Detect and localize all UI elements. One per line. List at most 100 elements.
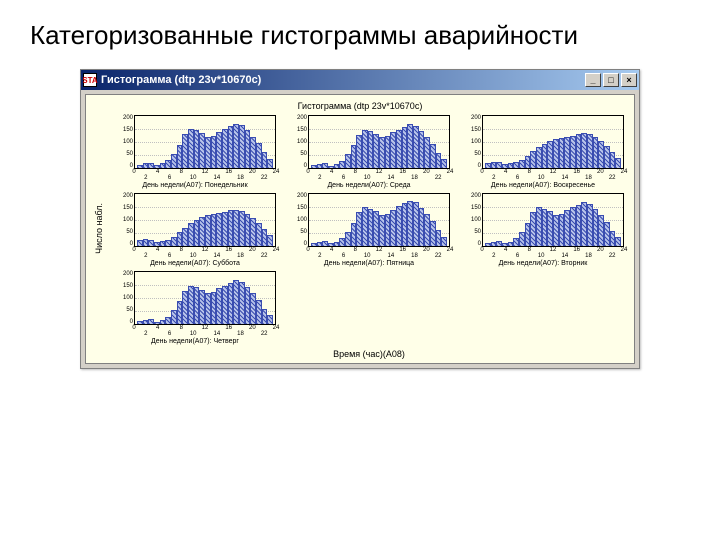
x-tick-minor: 14 [387, 175, 394, 181]
subplot-label: День недели(A07): Воскресенье [458, 182, 628, 189]
x-tick-minor: 22 [435, 253, 442, 259]
subplot-label: День недели(A07): Понедельник [110, 182, 280, 189]
x-tick-major: 20 [597, 169, 604, 175]
y-tick-label: 50 [458, 229, 481, 235]
x-tick-minor: 6 [342, 175, 345, 181]
x-tick-minor: 18 [585, 175, 592, 181]
y-tick-label: 50 [458, 151, 481, 157]
y-tick-label: 200 [458, 115, 481, 121]
close-button[interactable]: × [621, 73, 637, 87]
y-tick-label: 100 [458, 139, 481, 145]
y-tick-label: 100 [110, 295, 133, 301]
x-tick-major: 16 [225, 169, 232, 175]
bar [615, 158, 621, 168]
slide-container: Категоризованные гистограммы аварийности… [0, 0, 720, 540]
x-tick-minor: 18 [411, 175, 418, 181]
plot-inner: Гистограмма (dtp 23v*10670c) Число набл.… [85, 94, 635, 364]
x-tick-major: 8 [180, 325, 183, 331]
x-tick-minor: 10 [190, 175, 197, 181]
bar [267, 235, 273, 246]
x-tick-major: 20 [423, 169, 430, 175]
y-tick-label: 50 [110, 307, 133, 313]
x-tick-minor: 22 [609, 175, 616, 181]
x-tick-major: 24 [447, 247, 454, 253]
subplot-label: День недели(A07): Среда [284, 182, 454, 189]
y-ticks: 200150100500 [284, 193, 307, 247]
x-tick-minor: 10 [364, 253, 371, 259]
minimize-button[interactable]: _ [585, 73, 601, 87]
y-tick-label: 200 [458, 193, 481, 199]
y-tick-label: 0 [458, 163, 481, 169]
chart-box [134, 115, 276, 169]
subplot: 200150100500048121620242610141822День не… [458, 191, 628, 265]
x-tick-major: 20 [597, 247, 604, 253]
y-tick-label: 150 [458, 205, 481, 211]
subplot: 200150100500048121620242610141822День не… [284, 113, 454, 187]
x-tick-major: 4 [330, 247, 333, 253]
ylabel-container: Число набл. [90, 111, 108, 345]
x-tick-major: 8 [354, 247, 357, 253]
x-tick-minor: 6 [168, 175, 171, 181]
chart-box [308, 193, 450, 247]
y-tick-label: 150 [284, 205, 307, 211]
subplot-cell: 200150100500048121620242610141822День не… [282, 189, 456, 267]
x-tick-major: 16 [225, 325, 232, 331]
x-tick-minor: 10 [364, 175, 371, 181]
bars-container [485, 116, 621, 168]
x-tick-major: 20 [249, 169, 256, 175]
x-tick-major: 12 [202, 325, 209, 331]
x-tick-major: 12 [202, 169, 209, 175]
x-tick-major: 0 [480, 169, 483, 175]
x-tick-minor: 6 [516, 253, 519, 259]
x-tick-major: 8 [528, 247, 531, 253]
x-tick-minor: 22 [261, 331, 268, 337]
ylabel: Число набл. [94, 203, 104, 254]
y-tick-label: 150 [110, 205, 133, 211]
x-tick-minor: 6 [168, 331, 171, 337]
x-tick-major: 0 [132, 247, 135, 253]
x-tick-minor: 2 [318, 175, 321, 181]
x-tick-major: 0 [132, 169, 135, 175]
x-tick-major: 16 [399, 247, 406, 253]
subplot-label: День недели(A07): Четверг [110, 338, 280, 345]
empty-cell [456, 267, 630, 345]
x-tick-major: 16 [573, 169, 580, 175]
x-tick-minor: 14 [387, 253, 394, 259]
titlebar[interactable]: STA Гистограмма (dtp 23v*10670c) _ □ × [81, 70, 639, 90]
y-tick-label: 0 [110, 241, 133, 247]
x-tick-major: 0 [306, 247, 309, 253]
x-tick-major: 8 [528, 169, 531, 175]
x-tick-major: 12 [550, 169, 557, 175]
x-tick-major: 0 [132, 325, 135, 331]
x-tick-major: 16 [573, 247, 580, 253]
y-tick-label: 0 [284, 163, 307, 169]
subplot-cell: 200150100500048121620242610141822День не… [456, 111, 630, 189]
x-tick-major: 4 [330, 169, 333, 175]
x-tick-minor: 2 [492, 253, 495, 259]
x-tick-major: 24 [447, 169, 454, 175]
x-ticks: 048121620242610141822 [134, 325, 276, 335]
spacer [90, 345, 108, 359]
maximize-button[interactable]: □ [603, 73, 619, 87]
subplot: 200150100500048121620242610141822День не… [110, 113, 280, 187]
chart-title: Гистограмма (dtp 23v*10670c) [90, 99, 630, 111]
x-tick-minor: 18 [585, 253, 592, 259]
x-tick-major: 24 [621, 169, 628, 175]
x-tick-minor: 22 [261, 175, 268, 181]
y-tick-label: 0 [110, 163, 133, 169]
app-window: STA Гистограмма (dtp 23v*10670c) _ □ × Г… [80, 69, 640, 369]
bars-container [485, 194, 621, 246]
chart-box [308, 115, 450, 169]
y-tick-label: 50 [110, 151, 133, 157]
bars-container [137, 272, 273, 324]
subplot: 200150100500048121620242610141822День не… [284, 191, 454, 265]
y-tick-label: 50 [110, 229, 133, 235]
x-tick-minor: 22 [609, 253, 616, 259]
x-tick-minor: 10 [538, 253, 545, 259]
x-tick-minor: 10 [190, 253, 197, 259]
x-ticks: 048121620242610141822 [482, 247, 624, 257]
x-tick-major: 24 [273, 325, 280, 331]
bar [441, 159, 447, 168]
y-tick-label: 0 [110, 319, 133, 325]
subplot-label: День недели(A07): Пятница [284, 260, 454, 267]
